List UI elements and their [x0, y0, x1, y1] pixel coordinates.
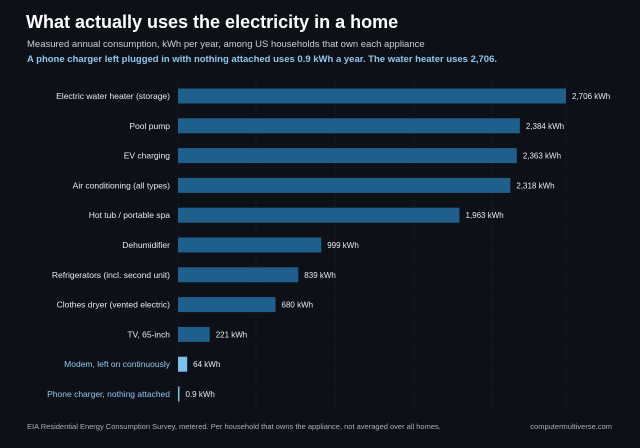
bar: [178, 267, 299, 283]
credit-text: computermultiverse.com: [530, 422, 612, 431]
value-label: 2,318 kWh: [516, 181, 554, 190]
chart-callout: A phone charger left plugged in with not…: [27, 54, 498, 65]
category-label: Dehumidifier: [122, 240, 170, 250]
bar: [178, 88, 566, 104]
category-label: Modem, left on continuously: [64, 359, 171, 369]
chart-subtitle: Measured annual consumption, kWh per yea…: [27, 39, 425, 50]
category-label: EV charging: [124, 151, 171, 161]
value-label: 221 kWh: [216, 330, 248, 339]
value-label: 2,706 kWh: [572, 92, 610, 101]
value-label: 0.9 kWh: [186, 390, 215, 399]
category-label: Phone charger, nothing attached: [47, 389, 170, 399]
bar: [178, 297, 276, 313]
value-label: 1,963 kWh: [465, 211, 503, 220]
category-label: Refrigerators (incl. second unit): [52, 270, 170, 280]
bar: [178, 207, 460, 223]
value-label: 2,384 kWh: [526, 122, 564, 131]
source-note: EIA Residential Energy Consumption Surve…: [27, 422, 441, 431]
bar: [178, 118, 520, 134]
value-label: 680 kWh: [282, 301, 314, 310]
bar: [178, 386, 180, 402]
bar: [178, 148, 517, 164]
value-label: 999 kWh: [327, 241, 359, 250]
category-label: TV, 65-inch: [127, 329, 170, 339]
bar: [178, 326, 210, 342]
category-label: Air conditioning (all types): [73, 180, 170, 190]
value-label: 2,363 kWh: [523, 152, 561, 161]
bar: [178, 177, 511, 193]
value-label: 64 kWh: [193, 360, 220, 369]
category-label: Hot tub / portable spa: [89, 210, 171, 220]
category-label: Pool pump: [129, 121, 170, 131]
chart-title: What actually uses the electricity in a …: [26, 12, 399, 32]
value-label: 839 kWh: [304, 271, 336, 280]
category-label: Clothes dryer (vented electric): [57, 300, 171, 310]
category-label: Electric water heater (storage): [56, 91, 170, 101]
bar: [178, 356, 188, 372]
bar: [178, 237, 322, 253]
